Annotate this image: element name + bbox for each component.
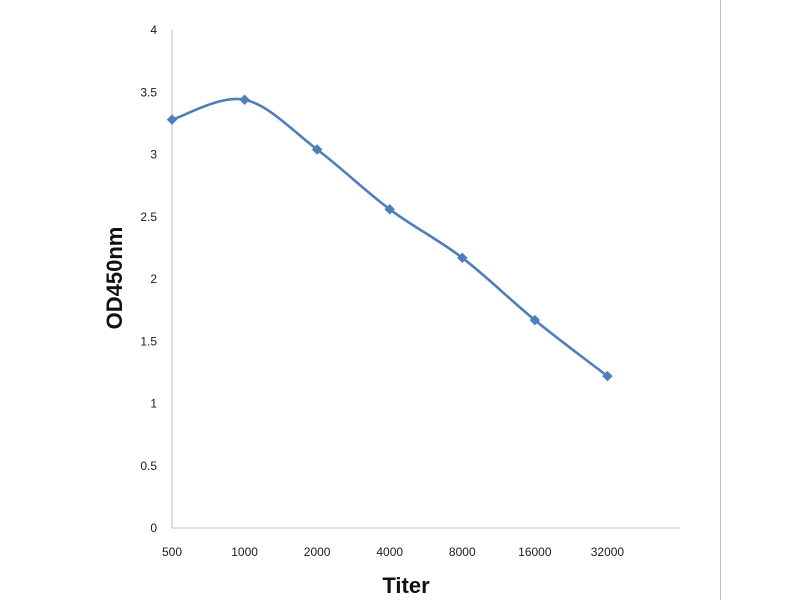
y-tick-labels: 0 0.5 1 1.5 2 2.5 3 3.5 4 — [140, 23, 157, 535]
data-point-marker — [456, 252, 468, 264]
data-point-marker — [602, 370, 613, 382]
x-tick-labels: 500 1000 2000 4000 8000 16000 32000 — [162, 545, 624, 559]
data-point-marker — [529, 314, 541, 326]
y-tick-label: 0 — [150, 521, 157, 535]
data-point-marker — [166, 114, 178, 125]
data-point-marker — [384, 203, 396, 215]
y-tick-label: 1.5 — [140, 334, 157, 348]
x-tick-label: 2000 — [304, 545, 331, 559]
data-point-marker — [311, 144, 323, 155]
y-tick-label: 2 — [150, 272, 157, 286]
series-line — [170, 97, 609, 378]
data-point-marker — [239, 94, 250, 106]
y-axis-title: OD450nm — [102, 227, 127, 330]
series-layer — [166, 94, 613, 382]
y-tick-label: 0.5 — [140, 459, 157, 473]
y-tick-label: 4 — [150, 23, 157, 37]
y-tick-label: 3.5 — [140, 85, 157, 99]
y-tick-label: 2.5 — [140, 210, 157, 224]
x-tick-label: 32000 — [591, 545, 625, 559]
x-axis-title: Titer — [382, 573, 430, 598]
x-tick-label: 4000 — [376, 545, 403, 559]
x-tick-label: 8000 — [449, 545, 476, 559]
axes — [171, 30, 680, 529]
x-tick-label: 16000 — [518, 545, 552, 559]
y-tick-label: 1 — [150, 397, 157, 411]
x-tick-label: 1000 — [231, 545, 258, 559]
x-tick-label: 500 — [162, 545, 182, 559]
y-tick-label: 3 — [150, 148, 157, 162]
